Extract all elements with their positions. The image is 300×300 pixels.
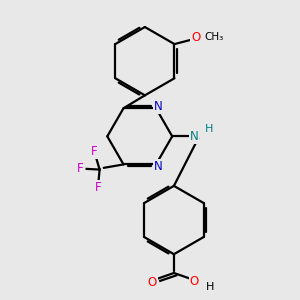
Text: O: O bbox=[191, 31, 201, 44]
Text: O: O bbox=[147, 276, 157, 289]
Text: N: N bbox=[154, 160, 162, 173]
Text: F: F bbox=[76, 162, 83, 176]
Text: N: N bbox=[190, 130, 198, 143]
Text: F: F bbox=[91, 145, 98, 158]
Text: F: F bbox=[94, 181, 101, 194]
Text: H: H bbox=[205, 124, 213, 134]
Text: N: N bbox=[154, 100, 162, 113]
Text: H: H bbox=[206, 282, 215, 292]
Text: CH₃: CH₃ bbox=[205, 32, 224, 42]
Text: O: O bbox=[190, 275, 199, 288]
